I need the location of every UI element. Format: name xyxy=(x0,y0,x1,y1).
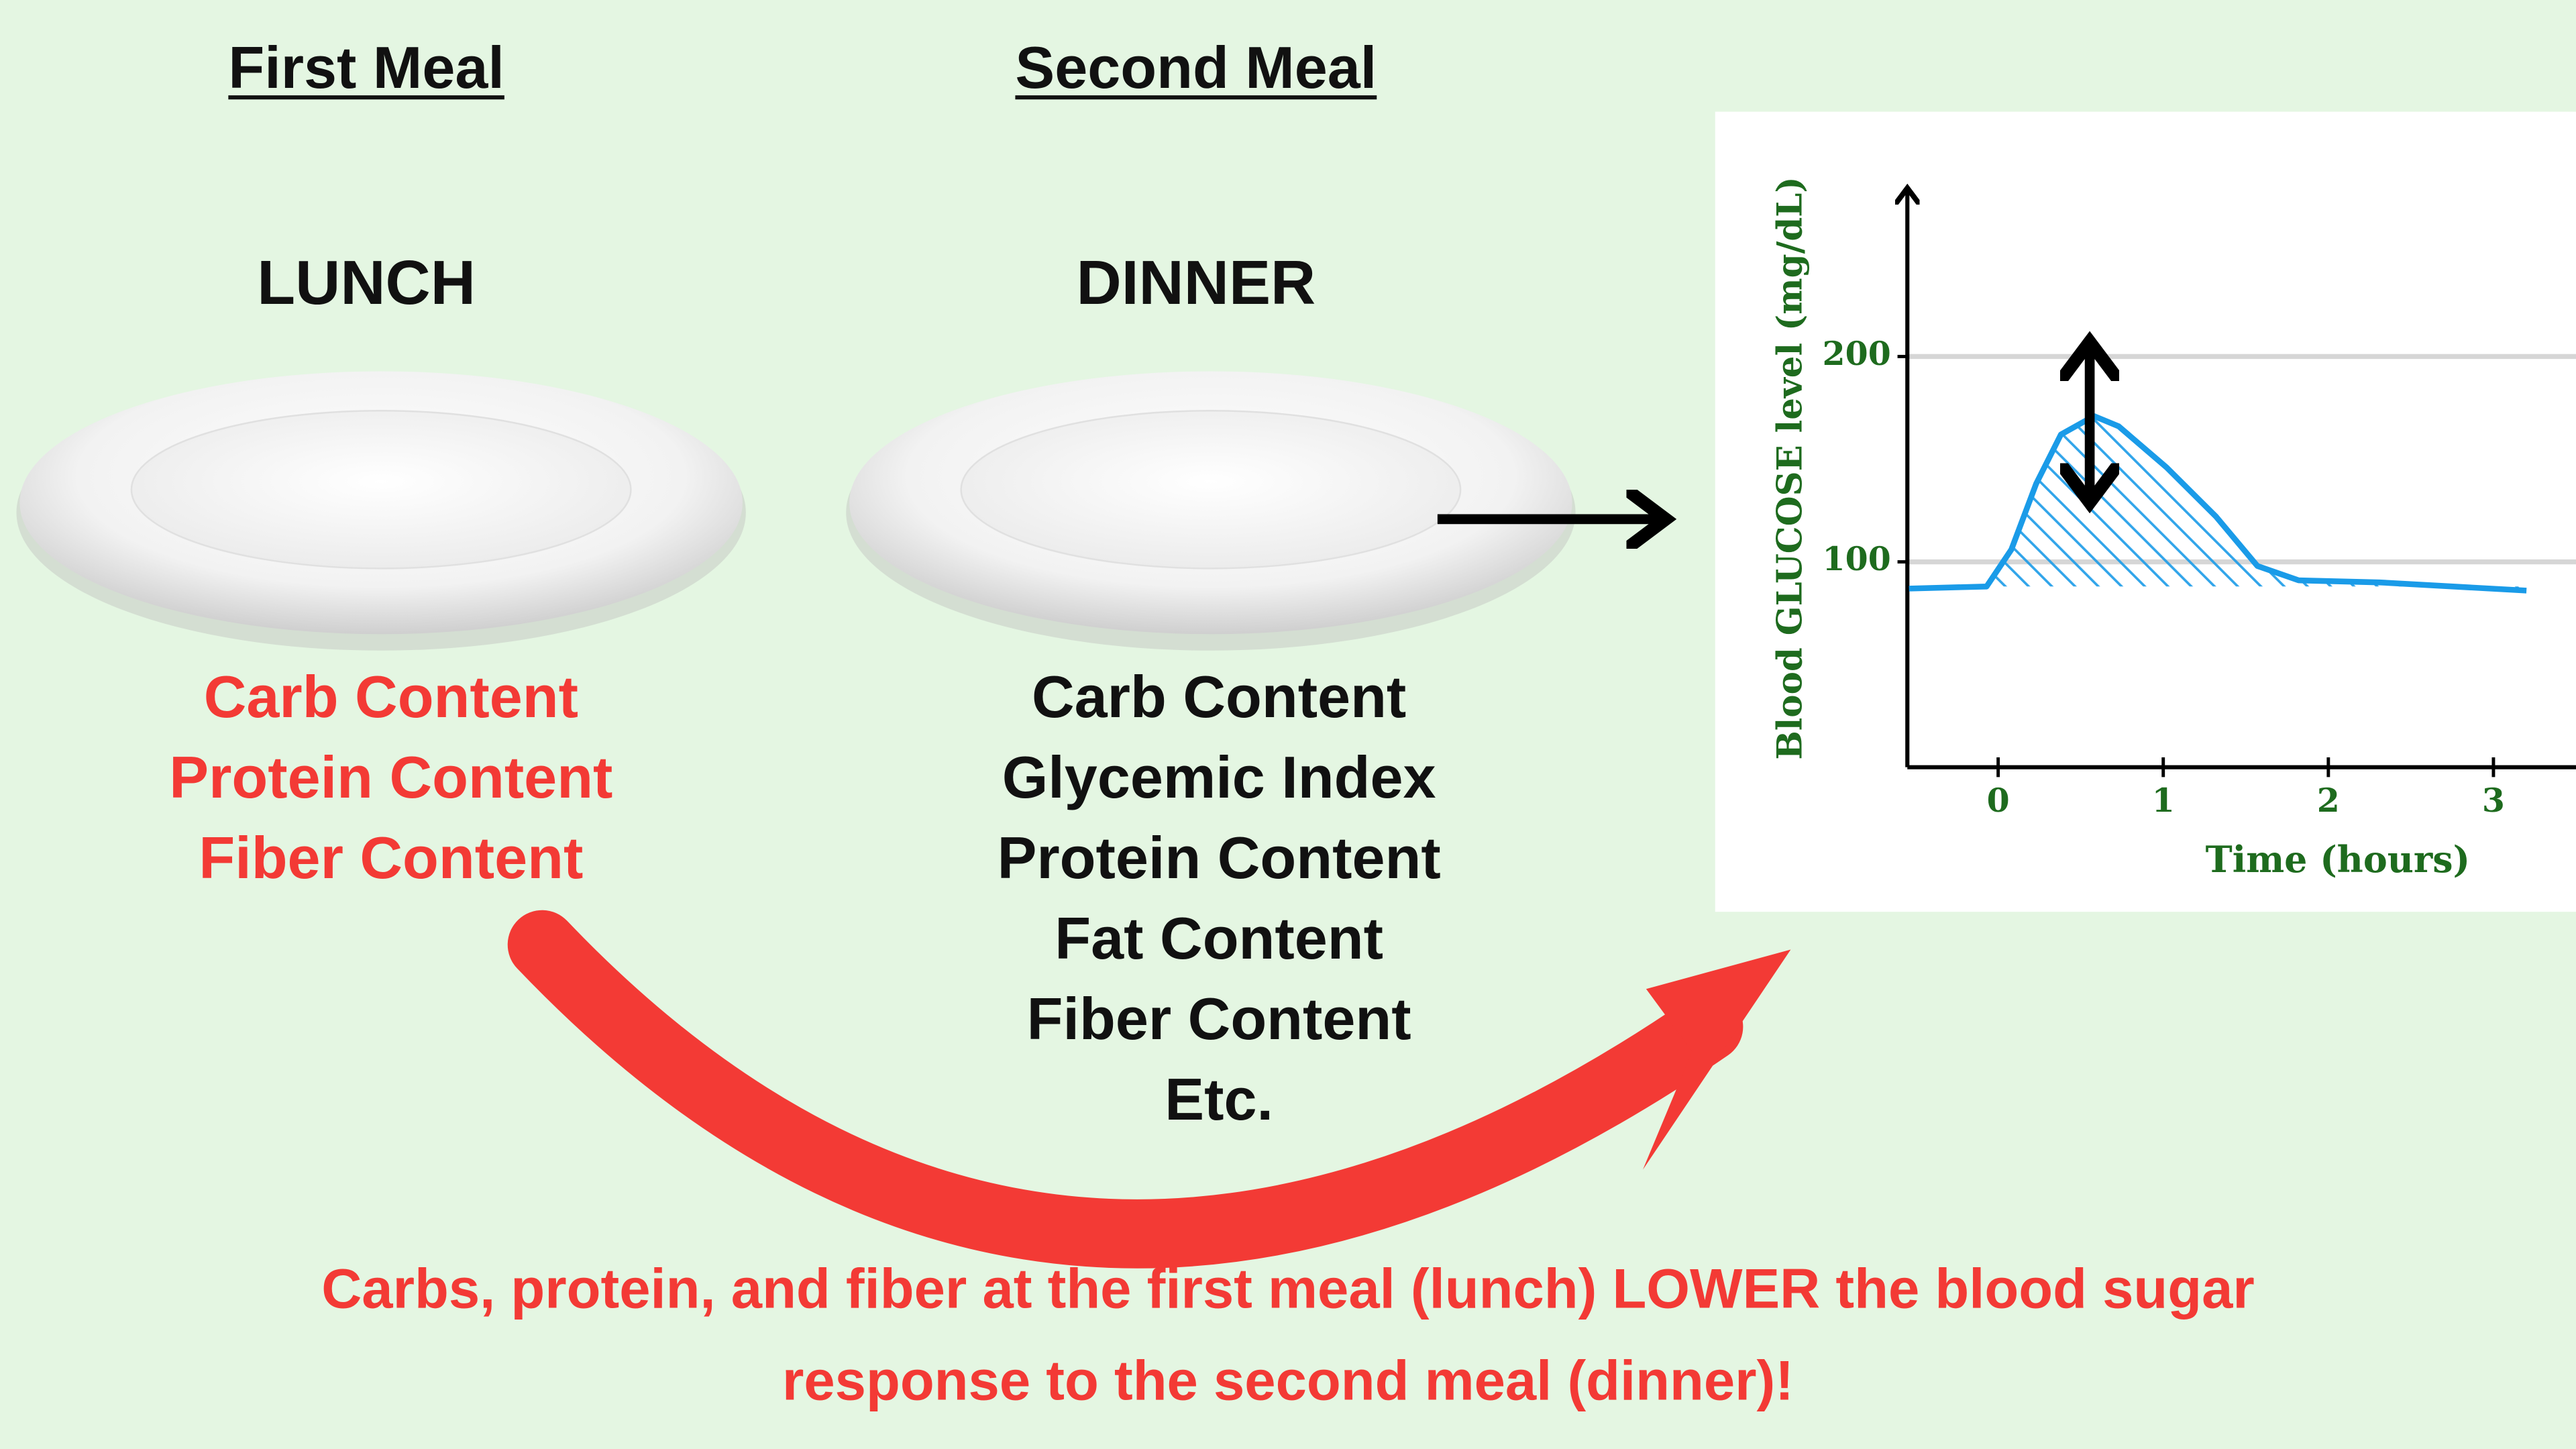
lunch-item: Carb Content xyxy=(204,663,578,730)
dinner-plate xyxy=(846,371,1576,651)
x-tick-label: 0 xyxy=(1987,781,2010,820)
lunch-item: Fiber Content xyxy=(199,824,583,891)
y-tick-label: 200 xyxy=(1823,334,1891,373)
y-tick-label: 100 xyxy=(1823,539,1891,578)
x-axis-label: Time (hours) xyxy=(2206,838,2470,881)
x-tick-label: 1 xyxy=(2152,781,2175,820)
caption: Carbs, protein, and fiber at the first m… xyxy=(321,1257,2255,1320)
glucose-chart: 100 200 0 1 2 3 Time (hours) Blood GLUCOSE leve… xyxy=(1770,176,2576,881)
dinner-item: Protein Content xyxy=(998,824,1441,891)
dinner-item: Carb Content xyxy=(1032,663,1406,730)
x-tick-label: 2 xyxy=(2317,781,2340,820)
dinner-item: Fiber Content xyxy=(1027,985,1411,1052)
y-axis-label: Blood GLUCOSE level (mg/dL) xyxy=(1770,176,1810,759)
dinner-item: Fat Content xyxy=(1055,905,1383,971)
red-arrow xyxy=(507,910,1791,1269)
lunch-item: Protein Content xyxy=(169,744,612,810)
x-tick-label: 3 xyxy=(2482,781,2505,820)
second-meal-title: Second Meal xyxy=(1015,34,1377,101)
dinner-label: DINNER xyxy=(1077,248,1316,317)
caption: response to the second meal (dinner)! xyxy=(782,1349,1794,1411)
lunch-label: LUNCH xyxy=(257,248,476,317)
first-meal-title: First Meal xyxy=(228,34,504,101)
dinner-item: Etc. xyxy=(1165,1066,1273,1132)
lunch-plate xyxy=(16,371,746,651)
dinner-item: Glycemic Index xyxy=(1002,744,1436,810)
lists: Carb Content Protein Content Fiber Content… xyxy=(169,663,1440,1132)
